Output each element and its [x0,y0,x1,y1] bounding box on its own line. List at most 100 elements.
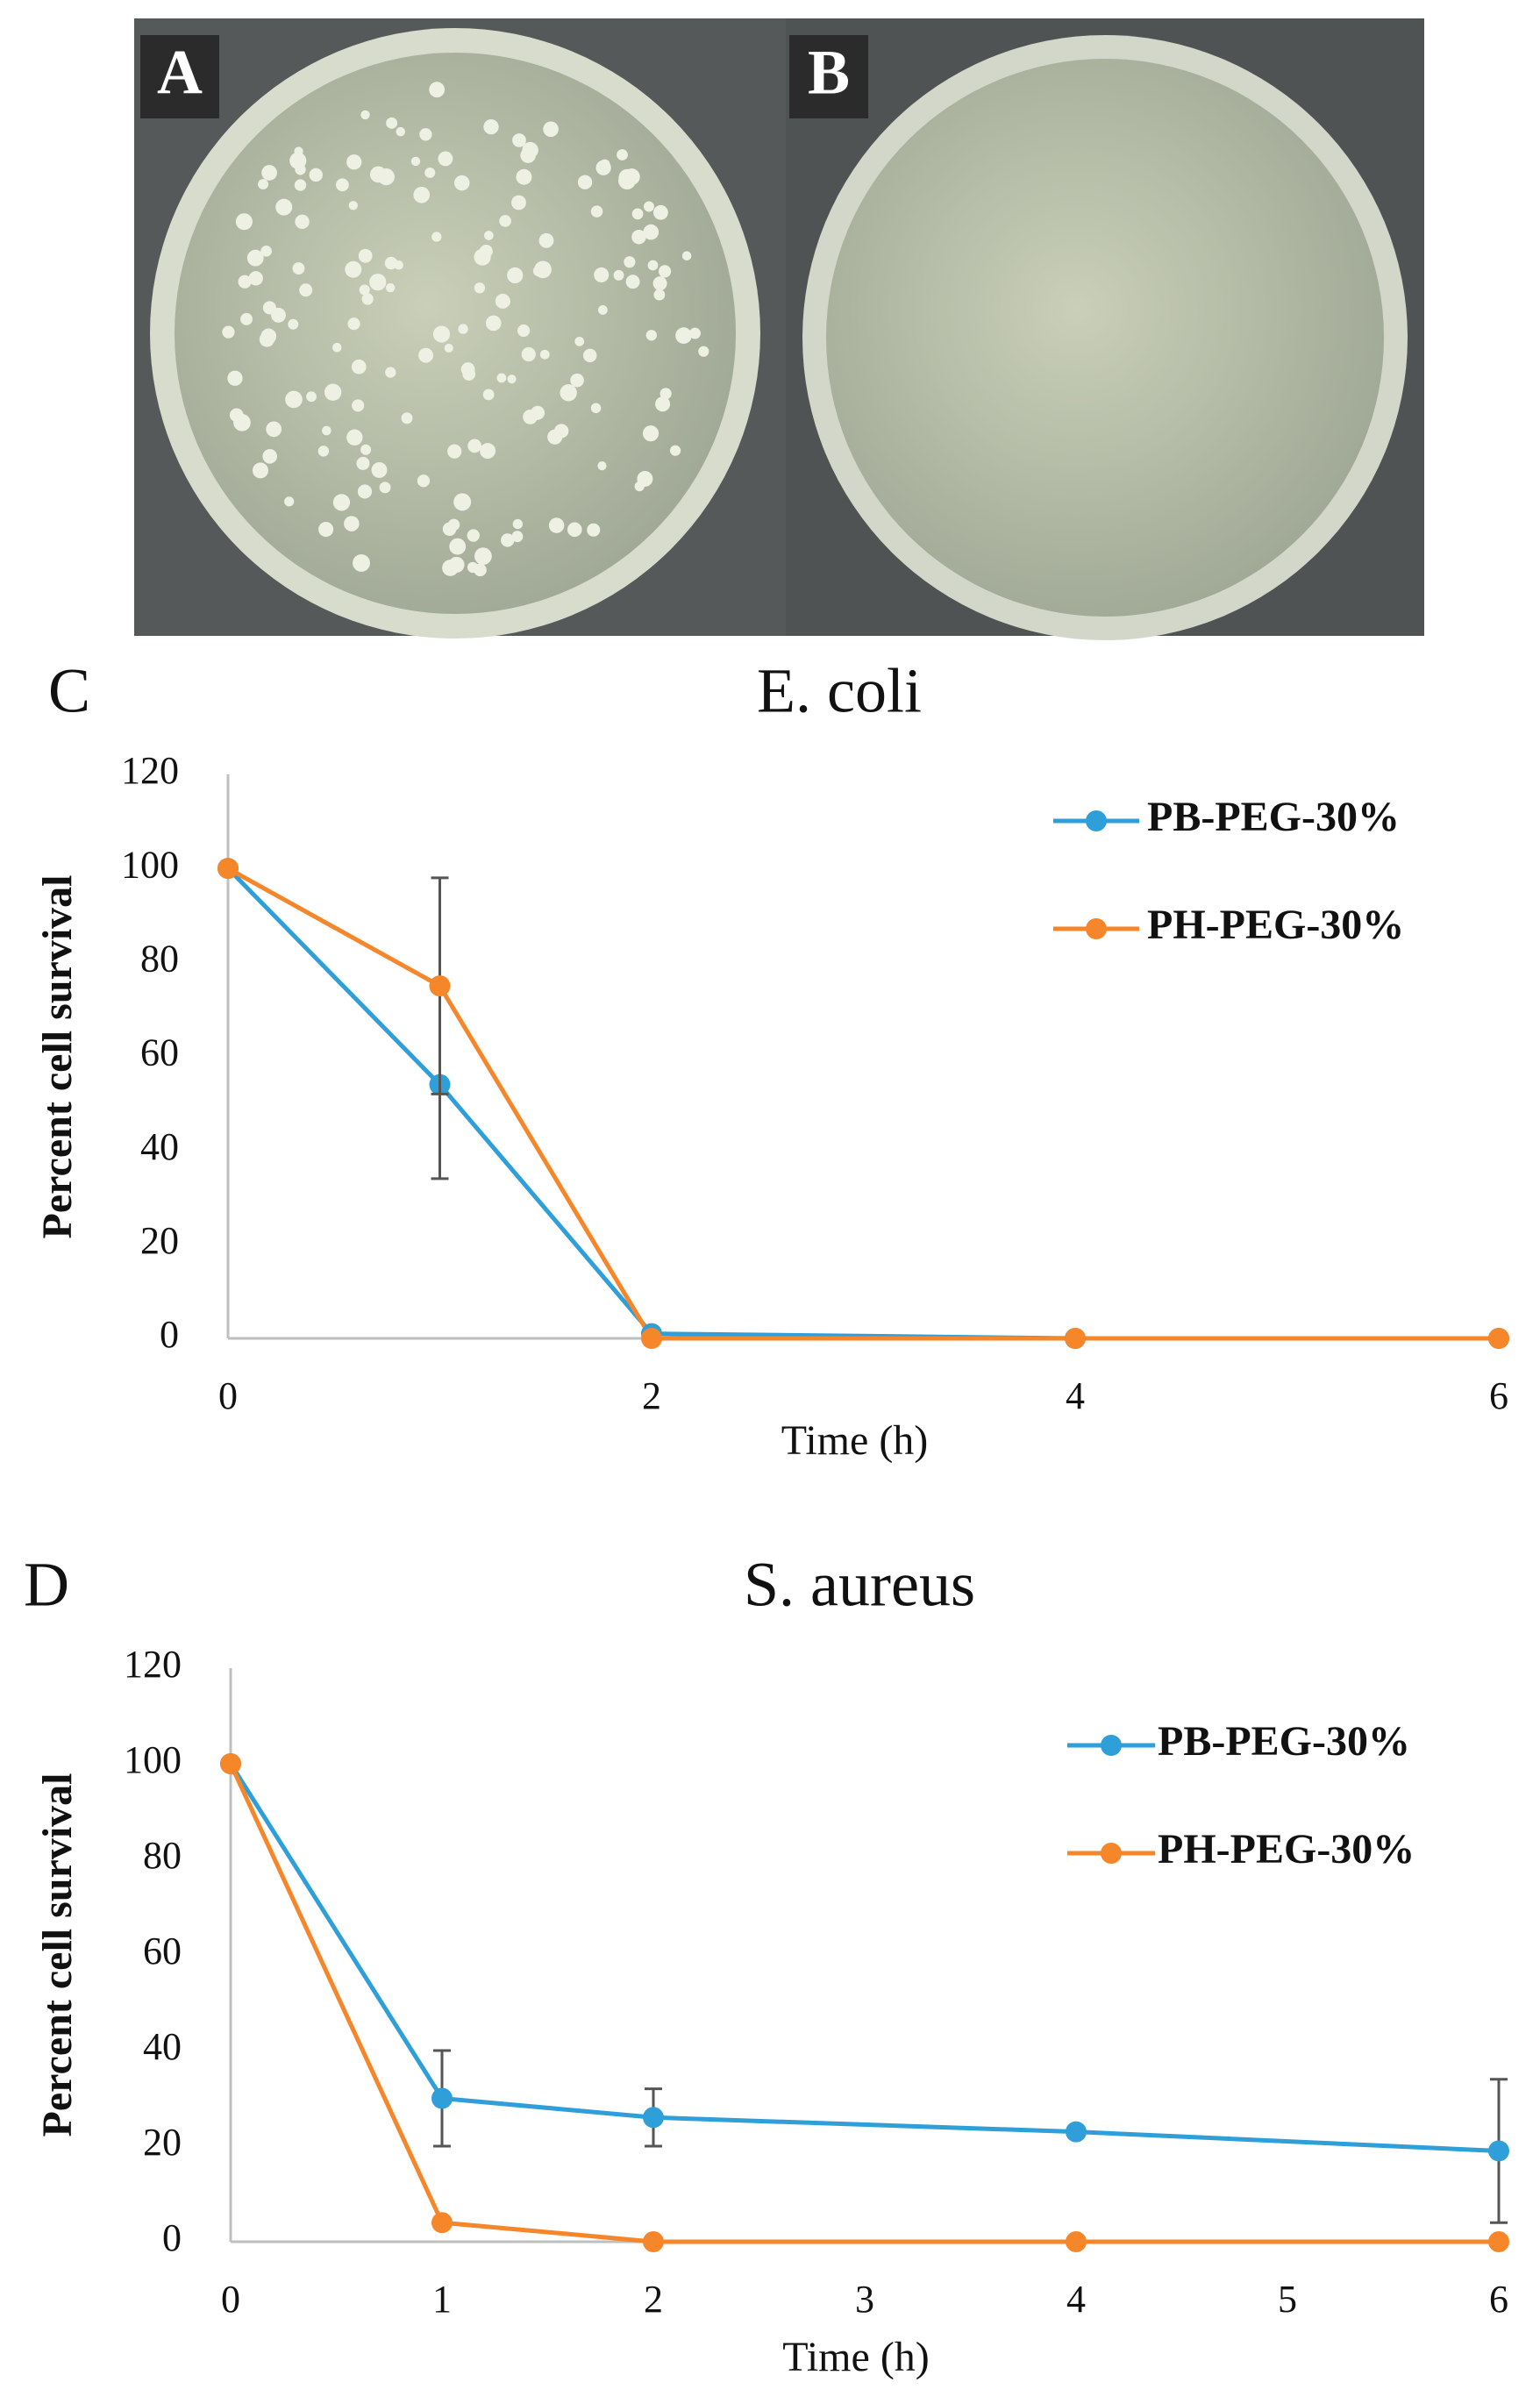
colony [507,375,517,384]
colony [394,260,403,270]
y-axis-title: Percent cell survival [34,1773,81,2137]
colony [652,204,668,220]
colony [346,154,362,170]
colony [401,412,413,424]
colony [275,198,293,216]
colony [386,117,398,129]
colony [510,268,523,280]
colony [631,230,646,245]
colony [262,448,277,464]
colony [530,405,545,420]
colony [499,215,511,227]
colony [418,347,434,363]
colony [681,251,692,260]
colony [351,359,367,375]
colony [413,186,431,203]
x-tick-label: 0 [221,2278,240,2321]
colony [358,248,373,263]
colony [346,429,363,446]
colony [295,164,306,175]
colony [587,523,601,537]
petri-dish-b [826,59,1384,617]
colony [474,248,491,266]
colonies [222,82,709,577]
colony [235,213,253,231]
x-tick-label: 4 [1066,2278,1086,2321]
colony [240,312,253,325]
colony [292,262,305,275]
colony [260,245,272,257]
colony [560,384,577,402]
colony [317,446,330,457]
colony [284,496,295,507]
colony [517,324,531,338]
colony [295,214,310,230]
colony [332,494,351,511]
colony [631,208,644,220]
colony [532,265,545,277]
colony [306,391,317,403]
colony [652,276,667,291]
colony [444,343,453,353]
x-tick-label: 2 [642,1374,661,1417]
colony [385,282,396,293]
colony [539,349,550,360]
colony [484,231,494,240]
legend-label: PH-PEG-30% [1158,1826,1415,1873]
colony [359,284,370,296]
colony [324,383,342,401]
colony [252,462,268,479]
x-tick-label: 0 [218,1374,238,1417]
colony [360,444,372,455]
legend-marker [1101,1735,1122,1756]
colony [644,201,654,212]
x-tick-label: 5 [1278,2278,1297,2321]
y-tick-label: 20 [140,1219,179,1262]
colony [613,269,624,281]
colony [438,151,453,167]
y-tick-label: 120 [121,749,179,792]
colony [590,403,602,414]
colony [624,256,636,268]
colony [222,325,235,339]
series-line [228,1762,1500,2153]
colony [583,348,597,363]
colony [266,421,282,438]
colony [288,318,299,330]
colony [594,267,610,283]
colony [460,362,475,376]
colony [511,195,526,210]
panel-label: D [24,1550,69,1620]
colony [689,327,701,339]
x-tick-label: 3 [855,2278,874,2321]
x-axis-title: Time (h) [781,1417,929,1464]
x-tick-label: 6 [1489,2278,1508,2321]
colony [669,445,681,456]
colony [538,232,554,248]
colony [369,166,387,183]
y-axis-title: Percent cell survival [34,875,81,1239]
x-axis-title: Time (h) [782,2334,930,2380]
colony [344,516,360,531]
colony [442,522,457,536]
colony [642,425,659,442]
colony [675,327,692,344]
colony [618,172,636,190]
colony [496,373,507,383]
colony [570,373,584,388]
data-point [429,975,451,997]
colony [309,168,323,182]
colony [458,324,468,334]
legend-marker [1101,1843,1122,1864]
colony [480,443,496,460]
colony [318,522,334,538]
colony [369,274,387,291]
colony [299,283,313,297]
data-point [1065,1328,1086,1349]
colony [335,178,349,192]
colony [548,517,565,533]
colony [501,533,515,547]
colony [332,342,342,353]
